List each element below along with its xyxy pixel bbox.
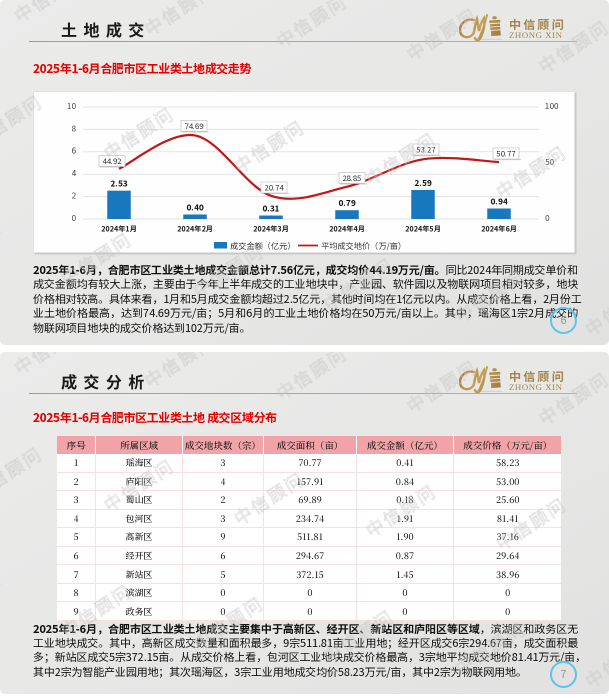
svg-text:50.77: 50.77 — [497, 148, 516, 159]
svg-text:50: 50 — [545, 157, 554, 168]
svg-text:2.53: 2.53 — [110, 178, 127, 190]
svg-text:2.59: 2.59 — [414, 177, 432, 189]
svg-text:0.79: 0.79 — [338, 197, 356, 209]
svg-text:0.94: 0.94 — [490, 196, 507, 208]
svg-text:8: 8 — [72, 123, 76, 134]
svg-text:20.74: 20.74 — [265, 182, 285, 193]
svg-text:0.40: 0.40 — [186, 202, 204, 214]
svg-text:4: 4 — [72, 168, 77, 179]
svg-text:53.27: 53.27 — [417, 144, 436, 155]
svg-text:74.69: 74.69 — [184, 121, 204, 132]
svg-text:2024年2月: 2024年2月 — [177, 225, 213, 235]
svg-text:2: 2 — [72, 191, 77, 202]
svg-text:2024年4月: 2024年4月 — [329, 225, 365, 235]
svg-text:6: 6 — [72, 146, 76, 157]
svg-text:2024年3月: 2024年3月 — [253, 225, 289, 235]
svg-text:44.92: 44.92 — [103, 156, 123, 167]
svg-text:100: 100 — [545, 101, 558, 112]
svg-text:10: 10 — [67, 101, 76, 112]
svg-text:28.85: 28.85 — [343, 173, 362, 184]
svg-text:2024年6月: 2024年6月 — [481, 225, 517, 235]
svg-text:0.31: 0.31 — [262, 203, 279, 215]
svg-text:0: 0 — [72, 213, 76, 224]
svg-text:2024年5月: 2024年5月 — [405, 225, 441, 235]
svg-text:平均成交地价（万/亩）: 平均成交地价（万/亩） — [321, 240, 406, 252]
svg-text:成交金额（亿元）: 成交金额（亿元） — [230, 240, 296, 252]
svg-text:0: 0 — [545, 213, 549, 224]
svg-text:2024年1月: 2024年1月 — [101, 225, 137, 235]
